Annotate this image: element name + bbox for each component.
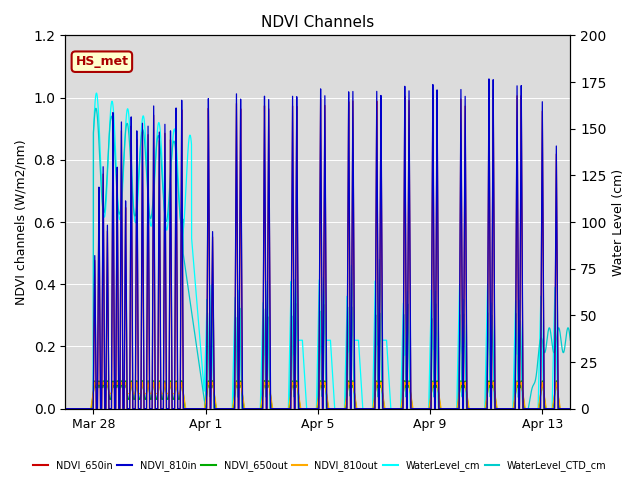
Y-axis label: NDVI channels (W/m2/nm): NDVI channels (W/m2/nm) <box>15 139 28 305</box>
Text: HS_met: HS_met <box>76 55 129 68</box>
Legend: NDVI_650in, NDVI_810in, NDVI_650out, NDVI_810out, WaterLevel_cm, WaterLevel_CTD_: NDVI_650in, NDVI_810in, NDVI_650out, NDV… <box>29 456 611 475</box>
Title: NDVI Channels: NDVI Channels <box>261 15 374 30</box>
Y-axis label: Water Level (cm): Water Level (cm) <box>612 168 625 276</box>
